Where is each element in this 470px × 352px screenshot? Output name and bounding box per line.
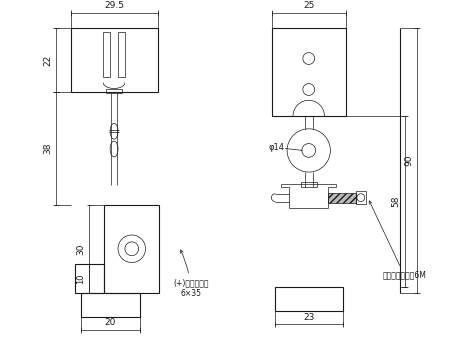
Text: 10: 10 <box>77 273 86 283</box>
Bar <box>329 193 356 202</box>
Bar <box>104 205 159 293</box>
Text: (+)ナベ小ネジ
6×35: (+)ナベ小ネジ 6×35 <box>173 250 209 298</box>
Text: 30: 30 <box>77 243 86 254</box>
Text: 25: 25 <box>303 1 314 10</box>
Text: ナイロンナット6M: ナイロンナット6M <box>369 201 426 280</box>
Bar <box>81 293 140 316</box>
Bar <box>70 27 157 93</box>
Text: 90: 90 <box>405 155 414 166</box>
Text: 23: 23 <box>303 313 314 321</box>
Bar <box>75 264 104 293</box>
Text: φ14: φ14 <box>268 143 284 152</box>
Text: 58: 58 <box>392 196 400 207</box>
Text: 29.5: 29.5 <box>104 1 124 10</box>
Text: 38: 38 <box>43 143 52 154</box>
Bar <box>275 287 343 311</box>
Bar <box>103 32 110 77</box>
Bar <box>301 182 317 187</box>
Bar <box>118 32 125 77</box>
Text: 22: 22 <box>43 54 52 65</box>
Bar <box>272 27 345 116</box>
Bar <box>356 191 366 204</box>
Bar <box>106 88 122 93</box>
Text: 20: 20 <box>104 319 116 327</box>
